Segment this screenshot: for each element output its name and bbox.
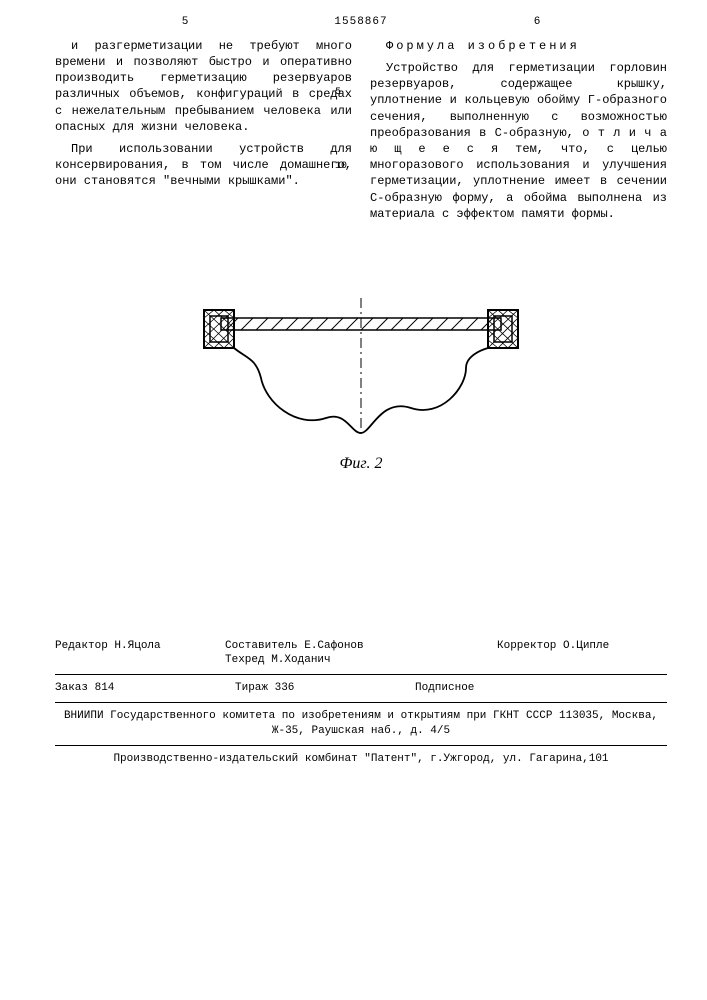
figure-svg [166, 288, 556, 448]
tirazh: Тираж 336 [235, 681, 415, 696]
patent-page: 5 1558867 6 5 10 и разгерметизации не тр… [0, 0, 707, 803]
right-column: Формула изобретения Устройство для герме… [370, 38, 667, 228]
text-columns: и разгерметизации не требуют много време… [55, 38, 667, 228]
page-num-right: 6 [407, 15, 667, 30]
footer-credits: Редактор Н.Яцола Составитель Е.Сафонов Т… [55, 635, 667, 676]
footer-order: Заказ 814 Тираж 336 Подписное [55, 675, 667, 703]
footer-block: Редактор Н.Яцола Составитель Е.Сафонов Т… [55, 635, 667, 773]
corrector: Корректор О.Ципле [497, 639, 667, 669]
footer-org: ВНИИПИ Государственного комитета по изоб… [55, 703, 667, 746]
left-para-1: и разгерметизации не требуют много време… [55, 38, 352, 135]
figure-2: Фиг. 2 [55, 288, 667, 475]
left-column: и разгерметизации не требуют много време… [55, 38, 352, 228]
page-num-left: 5 [55, 15, 315, 30]
line-number-5: 5 [335, 86, 341, 100]
figure-label: Фиг. 2 [55, 453, 667, 475]
claims-heading: Формула изобретения [386, 39, 580, 53]
order-number: Заказ 814 [55, 681, 235, 696]
techred: Техред М.Ходанич [225, 653, 497, 668]
compiler: Составитель Е.Сафонов [225, 639, 497, 654]
line-number-10: 10 [335, 160, 347, 174]
left-para-2: При использовании устройств для консерви… [55, 141, 352, 190]
header-row: 5 1558867 6 [55, 15, 667, 30]
editor: Редактор Н.Яцола [55, 639, 225, 669]
right-para-1: Устройство для герметизации горловин рез… [370, 60, 667, 222]
patent-number: 1558867 [315, 15, 407, 30]
subscription: Подписное [415, 681, 667, 696]
footer-prod: Производственно-издательский комбинат "П… [55, 746, 667, 773]
